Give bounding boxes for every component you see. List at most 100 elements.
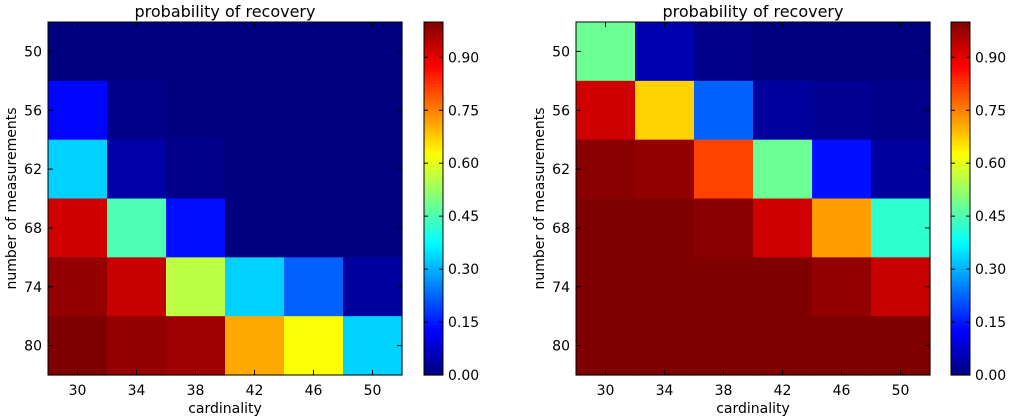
heatmap-cell — [225, 22, 285, 82]
heatmap-cell — [871, 22, 931, 82]
colorbar-segment — [951, 322, 970, 326]
colorbar-segment — [951, 172, 970, 176]
colorbar-segment — [424, 148, 443, 153]
heatmap-cell — [871, 316, 931, 376]
heatmap-cell — [753, 257, 813, 317]
heatmap-cell — [284, 139, 344, 200]
colorbar-segment — [951, 201, 970, 205]
colorbar-segment — [951, 310, 970, 314]
colorbar-segment — [951, 130, 970, 135]
colorbar-tick-label: 0.00 — [975, 368, 1006, 384]
colorbar-segment — [951, 230, 970, 235]
heatmap-cell — [753, 316, 813, 376]
colorbar-segment — [424, 204, 443, 208]
colorbar-segment — [424, 86, 443, 91]
heatmap-cell — [107, 22, 167, 82]
heatmap-cell — [812, 22, 872, 82]
colorbar-segment — [951, 83, 970, 88]
heatmap-cell — [107, 139, 167, 200]
x-tick-label: 46 — [833, 383, 851, 399]
x-tick-label: 46 — [305, 383, 323, 399]
colorbar-segment — [951, 222, 970, 226]
heatmap-cell — [166, 80, 226, 141]
heatmap-cell — [225, 257, 285, 317]
heatmap-cell — [48, 139, 108, 200]
colorbar-segment — [424, 42, 443, 47]
heatmap-cell — [635, 80, 695, 141]
colorbar-segment — [951, 36, 970, 41]
colorbar-segment — [424, 54, 443, 58]
colorbar-segment — [951, 139, 970, 144]
heatmap-panel-2: 30 34 38 42 46 50 50 56 62 68 74 80 probability of r… — [532, 2, 1006, 417]
colorbar-segment — [951, 269, 970, 273]
colorbar-segment — [951, 357, 970, 361]
colorbar-segment — [951, 239, 970, 244]
colorbar-tick-label: 0.30 — [975, 262, 1006, 278]
colorbar-segment — [951, 330, 970, 335]
colorbar-segment — [951, 360, 970, 364]
colorbar-segment — [951, 154, 970, 158]
colorbar-segment — [951, 189, 970, 194]
heatmap-cell — [343, 257, 403, 317]
colorbar-segment — [424, 195, 443, 200]
colorbar-segment — [424, 227, 443, 232]
heatmap-cell — [694, 22, 754, 82]
heatmap-cell — [166, 316, 226, 376]
colorbar-segment — [951, 236, 970, 241]
colorbar-segment — [951, 263, 970, 267]
colorbar-segment — [951, 304, 970, 308]
colorbar-segment — [424, 124, 443, 129]
heatmap-cell — [48, 80, 108, 141]
colorbar-segment — [424, 301, 443, 305]
colorbar-segment — [951, 95, 970, 100]
colorbar-segment — [951, 266, 970, 270]
colorbar-segment — [951, 104, 970, 108]
colorbar-segment — [951, 174, 970, 179]
y-tick-label: 62 — [552, 162, 570, 178]
colorbar-segment — [424, 127, 443, 132]
heatmap-cell — [635, 139, 695, 200]
colorbar-segment — [424, 77, 443, 82]
colorbar-segment — [951, 48, 970, 53]
colorbar-segment — [951, 372, 970, 376]
heatmap-cell — [166, 139, 226, 200]
colorbar-segment — [424, 151, 443, 155]
colorbar-segment — [951, 295, 970, 300]
colorbar-frame — [950, 21, 971, 376]
heatmap-cell — [694, 80, 754, 141]
colorbar-tick-label: 0.45 — [975, 209, 1006, 225]
heatmap-cell — [635, 22, 695, 82]
colorbar-segment — [951, 324, 970, 329]
colorbar-segment — [424, 157, 443, 161]
colorbar-segment — [951, 210, 970, 214]
colorbar-segment — [951, 213, 970, 217]
heatmap-cell — [166, 22, 226, 82]
colorbar-segment — [424, 313, 443, 317]
x-tick-label: 42 — [246, 383, 264, 399]
colorbar-segment — [424, 292, 443, 297]
colorbar-segment — [951, 298, 970, 303]
colorbar-segment — [424, 372, 443, 376]
colorbar-segment — [424, 119, 443, 123]
colorbar-segment — [424, 172, 443, 176]
heatmap-cell — [753, 198, 813, 258]
heatmap-cell — [812, 80, 872, 141]
colorbar-segment — [951, 33, 970, 38]
colorbar-segment — [424, 369, 443, 373]
colorbar-segment — [951, 30, 970, 35]
colorbar-segment — [424, 233, 443, 238]
colorbar-segment — [951, 169, 970, 173]
heatmap-cell — [753, 139, 813, 200]
x-tick-label: 34 — [656, 383, 674, 399]
colorbar-segment — [951, 24, 970, 29]
colorbar-segment — [424, 363, 443, 367]
heatmap-cell — [225, 198, 285, 258]
colorbar-segment — [951, 51, 970, 55]
heatmap-cell — [343, 22, 403, 82]
colorbar-tick-label: 0.90 — [975, 50, 1006, 66]
colorbar-segment — [951, 254, 970, 258]
colorbar-segment — [951, 186, 970, 191]
colorbar-segment — [951, 283, 970, 288]
colorbar-segment — [424, 322, 443, 326]
colorbar-segment — [424, 89, 443, 94]
